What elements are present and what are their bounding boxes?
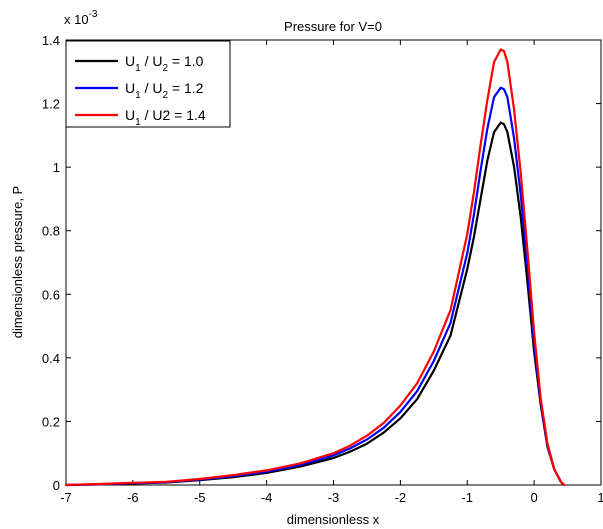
legend-label-part: 1 — [135, 63, 141, 74]
legend-label-part: 2 — [162, 90, 168, 101]
legend-label-part: = 1.0 — [168, 53, 204, 69]
legend-label-part: = 1.2 — [168, 80, 204, 96]
x-tick-label: 0 — [531, 490, 538, 505]
x-tick-label: -7 — [60, 490, 72, 505]
legend-label-part: = 1.4 — [170, 107, 206, 123]
y-tick-label: 0.8 — [42, 224, 60, 239]
legend-label-part: 1 — [135, 117, 141, 128]
legend-label-part: 1 — [135, 90, 141, 101]
y-tick-label: 1.4 — [42, 33, 60, 48]
x-tick-label: -2 — [395, 490, 407, 505]
x-tick-label: 1 — [597, 490, 603, 505]
y-tick-label: 0.4 — [42, 351, 60, 366]
legend-label-part: U — [125, 53, 135, 69]
legend-label-part: 2 — [162, 63, 168, 74]
legend-entry-label: U1 / U2 = 1.4 — [125, 107, 206, 128]
y-multiplier-base: x 10 — [64, 12, 89, 27]
legend-entry-label: U1 / U2 = 1.0 — [125, 53, 204, 74]
legend: U1 / U2 = 1.0U1 / U2 = 1.2U1 / U2 = 1.4 — [65, 40, 231, 128]
x-tick-label: -4 — [261, 490, 273, 505]
data-series — [64, 48, 566, 487]
legend-label-part: U — [125, 80, 135, 96]
legend-label-part: / U2 — [141, 107, 171, 123]
legend-label-part: / U — [141, 80, 163, 96]
x-axis-label: dimensionless x — [287, 512, 380, 527]
y-tick-label: 1 — [53, 160, 60, 175]
x-tick-label: -6 — [127, 490, 139, 505]
y-tick-label: 1.2 — [42, 97, 60, 112]
y-tick-label: 0.2 — [42, 414, 60, 429]
chart-title: Pressure for V=0 — [284, 19, 382, 34]
x-tick-label: -3 — [328, 490, 340, 505]
y-multiplier-exponent: -3 — [89, 9, 98, 20]
legend-label-part: U — [125, 107, 135, 123]
y-axis-label: dimensionless pressure, P — [10, 186, 25, 338]
legend-label-part: / U — [141, 53, 163, 69]
y-axis-multiplier: x 10-3 — [64, 9, 98, 27]
x-tick-label: -5 — [194, 490, 206, 505]
legend-box — [65, 40, 231, 128]
y-tick-label: 0 — [53, 478, 60, 493]
y-tick-label: 0.6 — [42, 287, 60, 302]
series-line — [64, 48, 566, 487]
legend-entry-label: U1 / U2 = 1.2 — [125, 80, 204, 101]
x-tick-label: -1 — [461, 490, 473, 505]
axis-ticks: -7 -6 -5 -4 -3 -2 -1 0 1 0 0.2 0.4 0.6 0.8 1 1.2 1.4 — [42, 33, 603, 505]
